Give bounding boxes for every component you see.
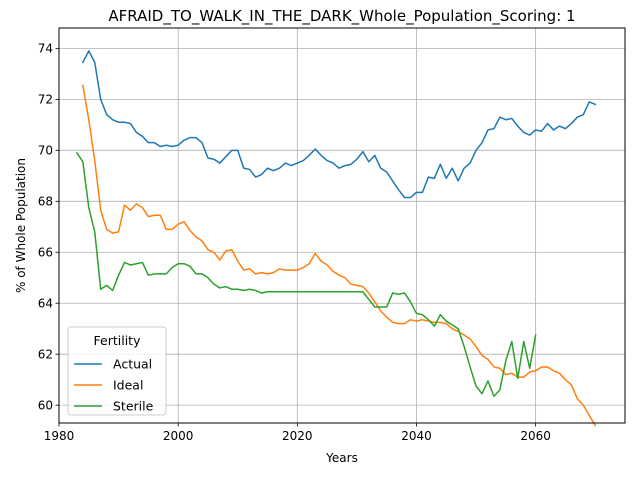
plot-frame	[58, 27, 626, 424]
y-tick-label: 68	[38, 194, 53, 208]
legend-box	[67, 326, 167, 416]
y-tick-label: 60	[38, 398, 53, 412]
legend-label-actual: Actual	[113, 357, 152, 372]
y-axis-label: % of Whole Population	[14, 158, 28, 293]
x-axis-label: Years	[325, 451, 358, 465]
series-line-actual	[81, 50, 597, 199]
x-tick-label: 2040	[401, 429, 432, 443]
legend-label-sterile: Sterile	[113, 399, 154, 414]
legend-title: Fertility	[94, 333, 142, 348]
legend-label-ideal: Ideal	[113, 378, 143, 393]
y-tick-label: 70	[38, 144, 53, 158]
series-line-sterile	[75, 151, 537, 397]
x-axis-ticks: 1980 2000 2020 2040 2060	[44, 423, 551, 443]
y-tick-label: 74	[38, 42, 53, 56]
x-tick-label: 1980	[44, 429, 75, 443]
y-axis-ticks: 60 62 64 66 68 70 72 74	[38, 42, 59, 412]
series-line-ideal	[81, 84, 597, 427]
x-tick-label: 2000	[163, 429, 194, 443]
legend: Fertility Actual Ideal Sterile	[67, 326, 167, 416]
x-tick-label: 2020	[282, 429, 313, 443]
x-tick-label: 2060	[520, 429, 551, 443]
y-tick-label: 66	[38, 245, 53, 259]
y-tick-label: 62	[38, 347, 53, 361]
chart-title: AFRAID_TO_WALK_IN_THE_DARK_Whole_Populat…	[108, 7, 575, 26]
y-tick-label: 64	[38, 296, 53, 310]
y-tick-label: 72	[38, 93, 53, 107]
series-lines	[75, 50, 597, 427]
